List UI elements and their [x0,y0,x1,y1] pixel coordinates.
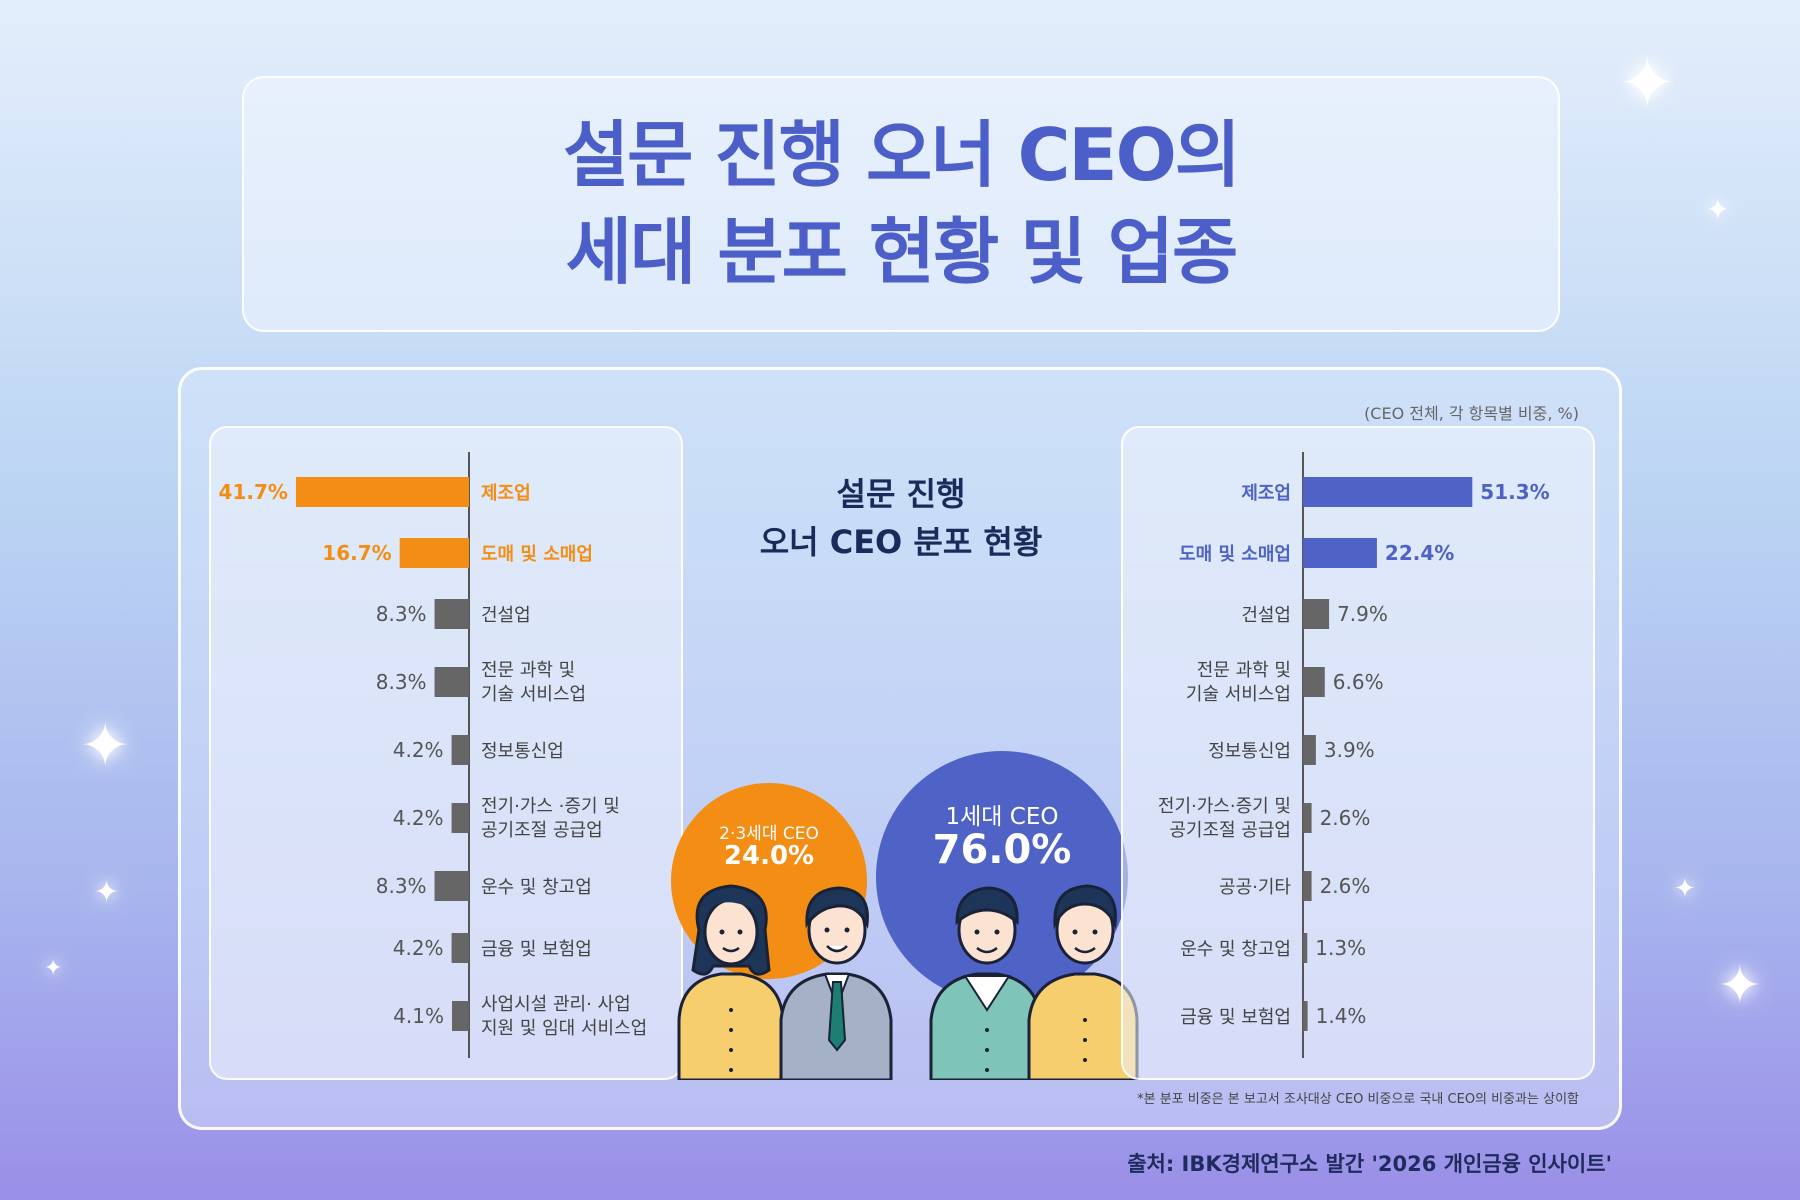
sparkle-icon: ✦ [44,956,63,981]
value-label-0: 51.3% [1480,480,1549,504]
category-label-4: 정보통신업 [481,741,564,762]
category-label-7: 금융 및 보험업 [481,939,592,960]
title-box: 설문 진행 오너 CEO의 세대 분포 현황 및 업종 [242,76,1560,332]
category-label-7: 운수 및 창고업 [1180,939,1291,960]
value-label-8: 1.4% [1316,1004,1367,1028]
bar-2 [1303,599,1330,629]
sparkle-icon: ✦ [1618,42,1677,124]
succeeding-ceo-value: 24.0% [723,841,815,871]
bar-1 [1303,538,1377,568]
category-label-4: 정보통신업 [1208,741,1291,762]
category-label-8: 금융 및 보험업 [1180,1007,1291,1028]
category-label-3-line2: 기술 서비스업 [481,684,586,705]
sparkle-icon: ✦ [1706,193,1730,226]
source-citation: 출처: IBK경제연구소 발간 '2026 개인금융 인사이트' [1127,1152,1612,1176]
bar-0 [295,477,469,507]
sparkle-icon: ✦ [80,711,131,781]
bar-8 [1303,1001,1308,1031]
value-label-7: 1.3% [1315,936,1366,960]
bar-0 [1303,477,1473,507]
value-label-1: 16.7% [322,541,391,565]
bar-7 [1303,933,1308,963]
first-gen-ceo-value: 76.0% [932,827,1072,873]
bar-4 [451,735,469,765]
bar-3 [1303,667,1325,697]
value-label-5: 2.6% [1320,806,1371,830]
category-label-1: 도매 및 소매업 [1179,544,1291,565]
category-label-0: 제조업 [481,483,531,504]
category-label-2: 건설업 [481,605,531,626]
value-label-4: 4.2% [393,738,444,762]
bar-3 [434,667,469,697]
right-bar-chart: 51.3% 제조업 22.4% 도매 및 소매업 7.9% 건설업 6.6% 전문 과학 및기… [1158,452,1550,1058]
value-label-7: 4.2% [393,936,444,960]
bar-6 [1303,871,1312,901]
page-title-line2: 세대 분포 현황 및 업종 [565,210,1238,294]
value-label-8: 4.1% [393,1004,444,1028]
woman-figure [677,884,785,1080]
bar-1 [399,538,469,568]
category-label-0: 제조업 [1241,483,1291,504]
value-label-5: 4.2% [393,806,444,830]
category-label-3-line2: 기술 서비스업 [1186,684,1291,705]
people-illustration [677,884,1139,1080]
bar-2 [434,599,469,629]
bar-5 [451,803,469,833]
value-label-2: 7.9% [1337,602,1388,626]
sparkle-icon: ✦ [94,875,120,910]
category-label-2: 건설업 [1241,605,1291,626]
bar-8 [451,1001,469,1031]
category-label-8-line1: 사업시설 관리· 사업 [481,994,631,1015]
category-label-3-line1: 전문 과학 및 [481,660,575,681]
value-label-4: 3.9% [1324,738,1375,762]
value-label-3: 6.6% [1333,670,1384,694]
category-label-5-line1: 전기·가스 ·증기 및 [481,796,620,817]
center-title: 설문 진행 오너 CEO 분포 현황 [711,470,1091,566]
center-title-line2: 오너 CEO 분포 현황 [759,523,1043,561]
left-bar-chart: 41.7% 제조업 16.7% 도매 및 소매업 8.3% 건설업 8.3% 전문 과학 및기… [219,452,647,1058]
bar-4 [1303,735,1316,765]
value-label-6: 8.3% [376,874,427,898]
category-label-5-line2: 공기조절 공급업 [481,820,603,841]
first-gen-ceo-label: 1세대 CEO [945,804,1059,830]
sparkle-icon: ✦ [1718,956,1762,1016]
bar-5 [1303,803,1312,833]
category-label-6: 운수 및 창고업 [481,877,592,898]
category-label-5-line1: 전기·가스·증기 및 [1158,796,1291,817]
bar-7 [451,933,469,963]
page-title-line1: 설문 진행 오너 CEO의 [562,112,1241,197]
value-label-6: 2.6% [1320,874,1371,898]
center-title-line1: 설문 진행 [836,475,966,513]
unit-note: (CEO 전체, 각 항목별 비중, %) [1364,404,1579,423]
cardigan-man-figure [929,886,1043,1080]
category-label-5-line2: 공기조절 공급업 [1169,820,1291,841]
bar-6 [434,871,469,901]
category-label-6: 공공·기타 [1219,877,1291,898]
footnote: *본 분포 비중은 본 보고서 조사대상 CEO 비중으로 국내 CEO의 비중… [1137,1092,1579,1107]
value-label-2: 8.3% [376,602,427,626]
suit-man-figure [779,886,893,1080]
value-label-0: 41.7% [219,480,288,504]
succeeding-ceo-label: 2·3세대 CEO [719,824,819,844]
sparkle-icon: ✦ [1674,874,1696,904]
category-label-8-line2: 지원 및 임대 서비스업 [481,1018,647,1039]
value-label-3: 8.3% [376,670,427,694]
chart-panel: (CEO 전체, 각 항목별 비중, %) 41.7% 제조업 16.7% 도매 및 … [178,367,1622,1130]
value-label-1: 22.4% [1385,541,1454,565]
category-label-1: 도매 및 소매업 [481,544,593,565]
category-label-3-line1: 전문 과학 및 [1197,660,1291,681]
